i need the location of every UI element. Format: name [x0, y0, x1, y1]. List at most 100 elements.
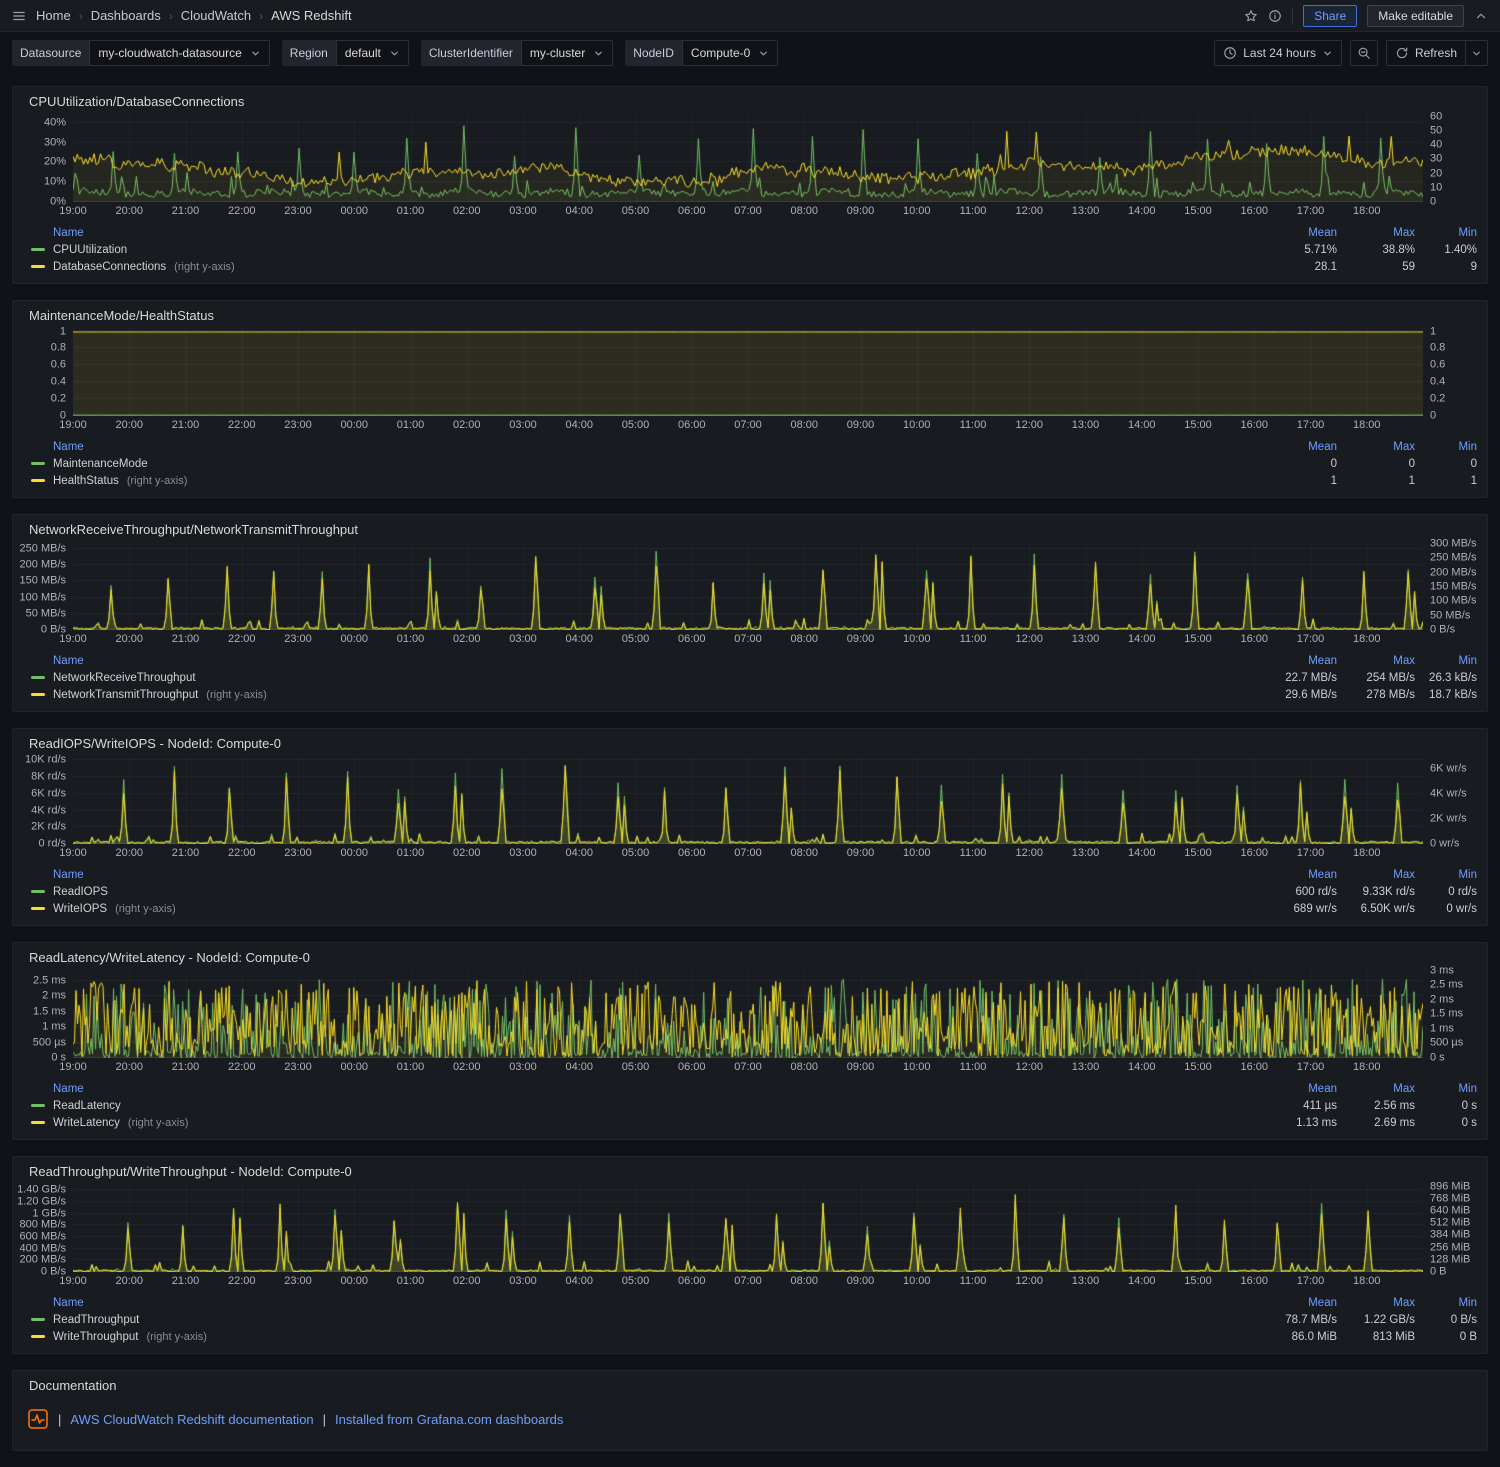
- panel-title[interactable]: Documentation: [29, 1378, 117, 1393]
- chart-canvas[interactable]: [73, 1184, 1423, 1272]
- stat-mean: 1.13 ms: [1296, 1116, 1337, 1129]
- refresh-button[interactable]: Refresh: [1385, 40, 1466, 66]
- variable-region: Region default: [281, 40, 409, 66]
- legend-col-min[interactable]: Min: [1458, 869, 1477, 881]
- panel-title[interactable]: ReadLatency/WriteLatency - NodeId: Compu…: [29, 950, 310, 965]
- grafana-dashboards-link[interactable]: Installed from Grafana.com dashboards: [335, 1411, 564, 1427]
- series-color-swatch[interactable]: [31, 676, 45, 679]
- x-tick-label: 09:00: [846, 419, 875, 431]
- zoom-out-button[interactable]: [1349, 40, 1378, 66]
- series-color-swatch[interactable]: [31, 1121, 45, 1124]
- legend-series-name[interactable]: ReadIOPS: [31, 886, 1247, 898]
- legend-row: WriteIOPS (right y-axis) 689 wr/s 6.50K wr/…: [31, 900, 1477, 917]
- series-color-swatch[interactable]: [31, 248, 45, 251]
- panel-title[interactable]: CPUUtilization/DatabaseConnections: [29, 94, 245, 109]
- legend-col-min[interactable]: Min: [1458, 1297, 1477, 1309]
- legend-series-name[interactable]: CPUUtilization: [31, 244, 1247, 256]
- legend-col-max[interactable]: Max: [1393, 227, 1415, 239]
- variable-datasource-select[interactable]: my-cloudwatch-datasource: [89, 40, 270, 66]
- legend-col-name[interactable]: Name: [53, 1083, 84, 1095]
- legend-col-min[interactable]: Min: [1458, 1083, 1477, 1095]
- panel-title[interactable]: MaintenanceMode/HealthStatus: [29, 308, 215, 323]
- legend-col-max[interactable]: Max: [1393, 1083, 1415, 1095]
- redshift-docs-link[interactable]: AWS CloudWatch Redshift documentation: [70, 1411, 314, 1427]
- series-color-swatch[interactable]: [31, 1318, 45, 1321]
- legend-col-mean[interactable]: Mean: [1308, 441, 1337, 453]
- variable-cluster-select[interactable]: my-cluster: [520, 40, 614, 66]
- legend-col-name[interactable]: Name: [53, 869, 84, 881]
- time-range-picker[interactable]: Last 24 hours: [1214, 40, 1342, 66]
- legend-col-name[interactable]: Name: [53, 655, 84, 667]
- legend-col-mean[interactable]: Mean: [1308, 655, 1337, 667]
- series-color-swatch[interactable]: [31, 1335, 45, 1338]
- series-color-swatch[interactable]: [31, 462, 45, 465]
- legend-series-name[interactable]: ReadThroughput: [31, 1314, 1247, 1326]
- chart-canvas[interactable]: [73, 542, 1423, 630]
- panel-title[interactable]: NetworkReceiveThroughput/NetworkTransmit…: [29, 522, 358, 537]
- x-tick-label: 16:00: [1240, 1275, 1269, 1287]
- menu-toggle-button[interactable]: [12, 9, 26, 23]
- variable-nodeid-select[interactable]: Compute-0: [681, 40, 779, 66]
- legend-series-name[interactable]: WriteIOPS (right y-axis): [31, 903, 1247, 915]
- collapse-topbar-button[interactable]: [1474, 9, 1488, 23]
- chart-canvas[interactable]: [73, 114, 1423, 202]
- legend-col-name[interactable]: Name: [53, 1297, 84, 1309]
- legend-series-name[interactable]: DatabaseConnections (right y-axis): [31, 261, 1247, 273]
- legend-row: WriteLatency (right y-axis) 1.13 ms 2.69 ms…: [31, 1114, 1477, 1131]
- legend-header: Name Mean Max Min: [31, 1295, 1477, 1311]
- legend-col-max[interactable]: Max: [1393, 441, 1415, 453]
- legend-series-name[interactable]: HealthStatus (right y-axis): [31, 475, 1247, 487]
- legend-col-mean[interactable]: Mean: [1308, 869, 1337, 881]
- x-tick-label: 01:00: [396, 205, 425, 217]
- legend-col-mean[interactable]: Mean: [1308, 227, 1337, 239]
- x-tick-label: 06:00: [677, 419, 706, 431]
- series-color-swatch[interactable]: [31, 693, 45, 696]
- plot-area: [73, 114, 1423, 202]
- x-tick-label: 22:00: [227, 1275, 256, 1287]
- legend-col-mean[interactable]: Mean: [1308, 1297, 1337, 1309]
- legend-col-min[interactable]: Min: [1458, 441, 1477, 453]
- legend-col-max[interactable]: Max: [1393, 1297, 1415, 1309]
- make-editable-button[interactable]: Make editable: [1367, 4, 1464, 27]
- x-tick-label: 18:00: [1352, 1275, 1381, 1287]
- axis-tick-label: 0.2: [50, 392, 66, 405]
- star-dashboard-button[interactable]: [1244, 9, 1258, 23]
- legend-series-name[interactable]: WriteThroughput (right y-axis): [31, 1331, 1247, 1343]
- x-tick-label: 05:00: [621, 1275, 650, 1287]
- legend-col-mean[interactable]: Mean: [1308, 1083, 1337, 1095]
- chart-canvas[interactable]: [73, 970, 1423, 1058]
- chart-canvas[interactable]: [73, 756, 1423, 844]
- panel-title[interactable]: ReadIOPS/WriteIOPS - NodeId: Compute-0: [29, 736, 281, 751]
- series-color-swatch[interactable]: [31, 479, 45, 482]
- legend-col-max[interactable]: Max: [1393, 869, 1415, 881]
- axis-tick-label: 40: [1430, 138, 1443, 151]
- stat-max: 1.22 GB/s: [1363, 1313, 1415, 1326]
- legend-series-name[interactable]: WriteLatency (right y-axis): [31, 1117, 1247, 1129]
- series-color-swatch[interactable]: [31, 907, 45, 910]
- legend-col-name[interactable]: Name: [53, 227, 84, 239]
- legend-series-name[interactable]: MaintenanceMode: [31, 458, 1247, 470]
- breadcrumb-home[interactable]: Home: [36, 8, 71, 23]
- breadcrumb-cloudwatch[interactable]: CloudWatch: [180, 8, 252, 23]
- breadcrumb-dashboards[interactable]: Dashboards: [90, 8, 161, 23]
- legend-col-max[interactable]: Max: [1393, 655, 1415, 667]
- stat-min: 26.3 kB/s: [1429, 671, 1477, 684]
- series-color-swatch[interactable]: [31, 265, 45, 268]
- stat-min: 1: [1470, 474, 1477, 487]
- refresh-interval-dropdown[interactable]: [1466, 40, 1488, 66]
- dashboard-info-button[interactable]: [1268, 9, 1282, 23]
- x-tick-label: 20:00: [115, 1061, 144, 1073]
- series-color-swatch[interactable]: [31, 1104, 45, 1107]
- legend-col-min[interactable]: Min: [1458, 227, 1477, 239]
- legend-col-min[interactable]: Min: [1458, 655, 1477, 667]
- panel-title[interactable]: ReadThroughput/WriteThroughput - NodeId:…: [29, 1164, 352, 1179]
- legend-series-name[interactable]: ReadLatency: [31, 1100, 1247, 1112]
- share-button[interactable]: Share: [1303, 4, 1358, 27]
- legend-series-name[interactable]: NetworkReceiveThroughput: [31, 672, 1247, 684]
- legend-col-name[interactable]: Name: [53, 441, 84, 453]
- chart-canvas[interactable]: [73, 328, 1423, 416]
- legend-series-name[interactable]: NetworkTransmitThroughput (right y-axis): [31, 689, 1247, 701]
- left-y-axis: 0 0.2 0.4 0.6 0.8 1: [21, 326, 73, 421]
- variable-region-select[interactable]: default: [335, 40, 409, 66]
- series-color-swatch[interactable]: [31, 890, 45, 893]
